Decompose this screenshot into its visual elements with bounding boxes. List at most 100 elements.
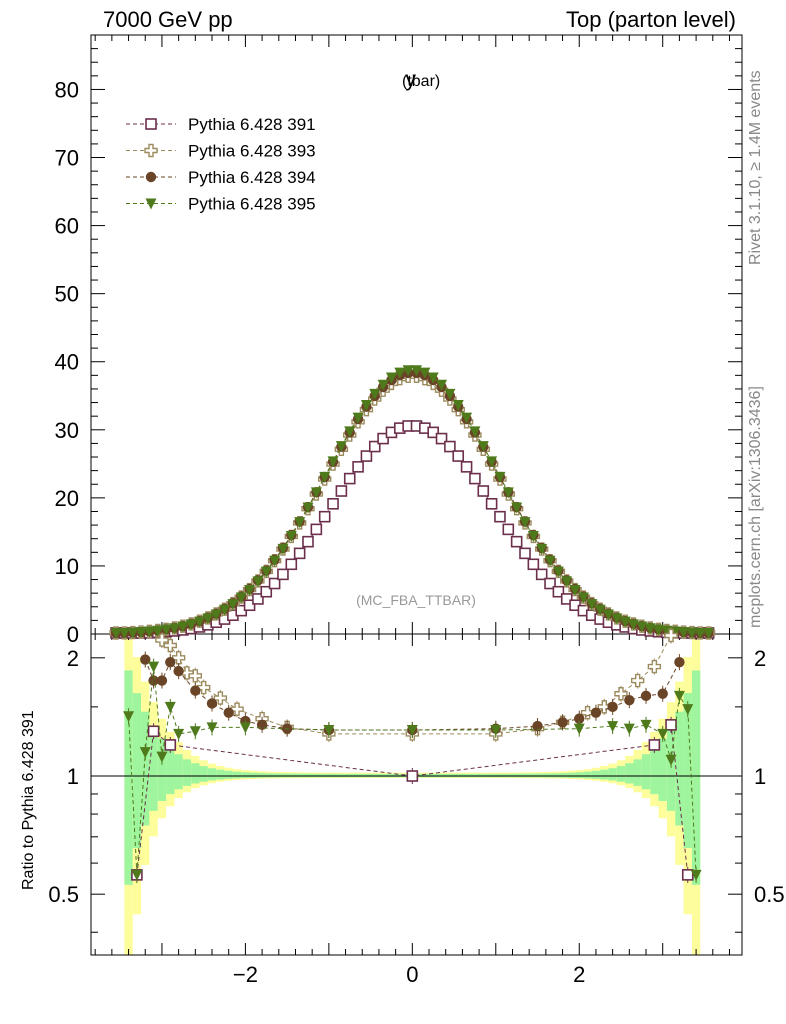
ratio-point-3	[206, 722, 218, 734]
ratio-band-green	[124, 670, 133, 885]
ratio-point-3	[665, 754, 677, 766]
data-point-3	[227, 599, 239, 611]
data-point-3	[385, 372, 397, 384]
data-point-3	[602, 609, 614, 621]
data-point-0	[527, 558, 540, 571]
ratio-band-green	[525, 773, 534, 778]
ratio-line-2	[144, 659, 680, 731]
ratio-band-green	[683, 693, 692, 849]
data-point-0	[352, 461, 364, 473]
data-point-3	[561, 576, 573, 588]
data-point-3	[185, 619, 197, 631]
data-point-3	[636, 621, 648, 633]
data-point-3	[127, 627, 139, 639]
data-point-3	[686, 627, 698, 639]
data-point-3	[168, 623, 180, 635]
process-label: Top (parton level)	[566, 7, 736, 32]
data-point-3	[502, 487, 514, 499]
ratio-point-3	[490, 724, 502, 736]
chart-title-sub: (tbar)	[402, 73, 440, 90]
data-point-3	[352, 412, 364, 424]
data-point-0	[285, 558, 298, 571]
ratio-point-2	[657, 688, 668, 699]
ratio-point-2	[173, 665, 184, 677]
ratio-point-3	[673, 690, 685, 702]
ratio-band-green	[266, 773, 275, 778]
data-point-3	[611, 613, 623, 625]
ratio-point-2	[624, 694, 635, 706]
ratio-band-green	[141, 711, 150, 826]
ratio-band-green	[199, 766, 208, 782]
data-point-3	[377, 379, 389, 391]
data-point-3	[661, 625, 673, 637]
ratio-point-3	[131, 869, 143, 881]
data-point-3	[411, 365, 422, 377]
data-point-3	[619, 616, 631, 628]
data-point-0	[260, 585, 273, 598]
ratio-point-0	[164, 739, 177, 751]
ratio-band-green	[575, 772, 584, 779]
ratio-band-green	[566, 772, 576, 778]
ratio-band-green	[641, 754, 651, 790]
ratio-y-tick-label-right: 0.5	[754, 882, 785, 907]
data-point-3	[703, 628, 715, 639]
data-point-3	[469, 426, 481, 438]
ratio-band-green	[274, 773, 283, 778]
data-point-3	[160, 624, 172, 636]
data-point-3	[653, 624, 665, 636]
data-point-0	[544, 577, 556, 590]
ratio-band-green	[207, 768, 217, 781]
ratio-band-green	[166, 747, 175, 795]
data-point-3	[436, 379, 448, 391]
ratio-point-2	[607, 701, 618, 713]
legend-label: Pythia 6.428 391	[188, 115, 316, 134]
main-y-tick-label: 0	[67, 622, 79, 647]
main-y-tick-label: 60	[55, 214, 79, 239]
main-y-tick-label: 10	[55, 554, 79, 579]
ratio-point-2	[574, 713, 585, 724]
data-point-3	[544, 555, 556, 567]
ratio-band-green	[658, 738, 667, 801]
data-point-3	[335, 441, 347, 453]
ratio-point-3	[406, 724, 418, 736]
data-point-0	[268, 577, 281, 590]
data-point-0	[293, 547, 306, 560]
data-point-0	[360, 450, 373, 462]
ratio-point-2	[557, 717, 568, 728]
data-point-0	[519, 547, 531, 560]
data-point-0	[444, 440, 456, 453]
ratio-point-2	[590, 707, 602, 718]
main-y-tick-label: 30	[55, 418, 79, 443]
ratio-point-3	[123, 711, 135, 723]
data-point-3	[235, 592, 247, 604]
ratio-point-1	[664, 628, 678, 643]
main-y-tick-label: 20	[55, 486, 79, 511]
ratio-point-1	[188, 669, 203, 683]
analysis-tag: (MC_FBA_TTBAR)	[356, 592, 476, 608]
ratio-line-0	[136, 723, 689, 875]
ratio-band-green	[157, 738, 167, 801]
ratio-band-green	[174, 754, 183, 790]
ratio-point-3	[189, 726, 201, 738]
ratio-band-green	[558, 773, 567, 778]
ratio-point-3	[323, 724, 335, 736]
ratio-point-3	[623, 723, 635, 735]
x-tick-label: −2	[233, 962, 258, 987]
ratio-band-green	[216, 769, 225, 780]
data-point-0	[460, 461, 473, 473]
data-point-0	[552, 585, 565, 598]
data-point-3	[269, 555, 281, 567]
ratio-band-green	[291, 773, 300, 778]
ratio-band-green	[633, 759, 642, 786]
data-point-3	[202, 613, 214, 625]
ratio-point-0	[406, 770, 419, 782]
data-point-3	[477, 441, 489, 453]
data-point-3	[152, 625, 164, 637]
ratio-point-1	[213, 691, 228, 705]
ratio-point-3	[640, 719, 652, 731]
ratio-point-1	[230, 702, 244, 716]
data-point-0	[452, 450, 465, 462]
ratio-point-3	[156, 751, 168, 763]
data-point-3	[511, 502, 523, 514]
